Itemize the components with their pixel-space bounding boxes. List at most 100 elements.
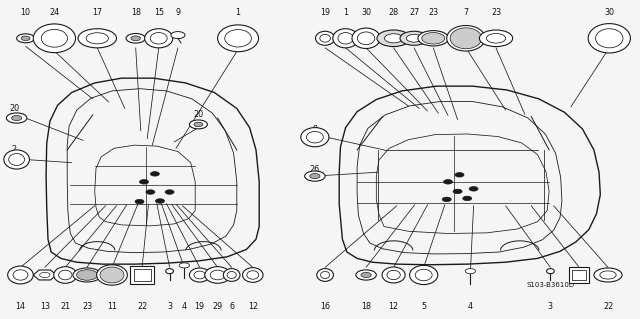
Ellipse shape (150, 33, 167, 44)
Circle shape (21, 36, 30, 41)
Circle shape (361, 272, 371, 278)
Text: 28: 28 (388, 8, 399, 17)
Ellipse shape (352, 28, 380, 48)
Ellipse shape (317, 269, 333, 281)
Ellipse shape (321, 271, 330, 278)
Ellipse shape (333, 29, 358, 48)
Text: 3: 3 (167, 302, 172, 311)
Text: 26: 26 (310, 165, 320, 174)
Ellipse shape (357, 32, 375, 45)
Circle shape (486, 33, 506, 43)
Ellipse shape (447, 26, 485, 51)
Text: 18: 18 (131, 8, 141, 17)
Bar (130, 266, 154, 284)
Ellipse shape (166, 269, 173, 274)
Ellipse shape (227, 271, 236, 278)
Circle shape (455, 173, 464, 177)
Circle shape (17, 34, 35, 43)
Circle shape (150, 172, 159, 176)
Bar (134, 269, 150, 281)
Text: 7: 7 (463, 8, 468, 17)
Ellipse shape (588, 24, 630, 53)
Circle shape (78, 29, 116, 48)
Circle shape (86, 33, 108, 44)
Ellipse shape (4, 150, 29, 169)
Ellipse shape (225, 30, 252, 47)
Ellipse shape (218, 25, 259, 52)
Circle shape (77, 270, 98, 280)
Ellipse shape (410, 265, 438, 285)
Text: 3: 3 (548, 302, 553, 311)
Circle shape (406, 34, 422, 42)
Text: 11: 11 (107, 302, 117, 311)
Text: 15: 15 (154, 8, 164, 17)
Circle shape (377, 30, 410, 47)
Ellipse shape (223, 269, 240, 281)
Circle shape (79, 271, 95, 279)
Text: 23: 23 (491, 8, 501, 17)
Ellipse shape (59, 270, 72, 280)
Circle shape (465, 269, 476, 274)
Circle shape (126, 33, 145, 43)
Circle shape (131, 36, 141, 41)
Circle shape (156, 199, 164, 203)
Text: 23: 23 (428, 8, 438, 17)
Ellipse shape (450, 28, 482, 49)
Text: 14: 14 (15, 302, 26, 311)
Circle shape (469, 187, 478, 191)
Text: S103-B3610D: S103-B3610D (526, 282, 574, 287)
Ellipse shape (54, 267, 77, 283)
Circle shape (310, 174, 320, 179)
Circle shape (40, 272, 50, 278)
Ellipse shape (316, 31, 335, 45)
Text: 22: 22 (603, 302, 613, 311)
Text: 24: 24 (49, 8, 60, 17)
Ellipse shape (33, 24, 76, 53)
Text: 13: 13 (40, 302, 50, 311)
Text: 12: 12 (248, 302, 258, 311)
Ellipse shape (547, 269, 554, 274)
Circle shape (12, 115, 22, 121)
Text: 8: 8 (312, 125, 317, 134)
Ellipse shape (103, 269, 121, 281)
Circle shape (422, 33, 445, 44)
Circle shape (425, 34, 442, 42)
Circle shape (305, 171, 325, 181)
Text: 4: 4 (182, 302, 187, 311)
Ellipse shape (13, 270, 28, 280)
Text: 30: 30 (604, 8, 614, 17)
Ellipse shape (382, 267, 405, 283)
Text: 1: 1 (236, 8, 241, 17)
Ellipse shape (307, 131, 323, 143)
Ellipse shape (8, 266, 33, 284)
Text: 17: 17 (92, 8, 102, 17)
Ellipse shape (189, 268, 210, 282)
Circle shape (453, 189, 462, 194)
Circle shape (140, 180, 148, 184)
Text: 1: 1 (343, 8, 348, 17)
Ellipse shape (596, 29, 623, 48)
Text: 4: 4 (468, 302, 473, 311)
Circle shape (73, 268, 101, 282)
Ellipse shape (100, 267, 124, 283)
Circle shape (463, 196, 472, 201)
Circle shape (194, 122, 203, 127)
Text: 21: 21 (60, 302, 70, 311)
Ellipse shape (194, 271, 205, 279)
Ellipse shape (247, 271, 259, 279)
Circle shape (479, 30, 513, 47)
Circle shape (418, 31, 449, 46)
Text: 19: 19 (195, 302, 205, 311)
Text: 2: 2 (12, 145, 17, 154)
Circle shape (179, 263, 189, 268)
Circle shape (594, 268, 622, 282)
Text: 10: 10 (20, 8, 31, 17)
Text: 29: 29 (212, 302, 223, 311)
Ellipse shape (42, 29, 67, 47)
Circle shape (135, 199, 144, 204)
Ellipse shape (97, 265, 127, 285)
Ellipse shape (301, 128, 329, 147)
Text: 6: 6 (229, 302, 234, 311)
Ellipse shape (205, 267, 230, 283)
Polygon shape (33, 270, 56, 280)
